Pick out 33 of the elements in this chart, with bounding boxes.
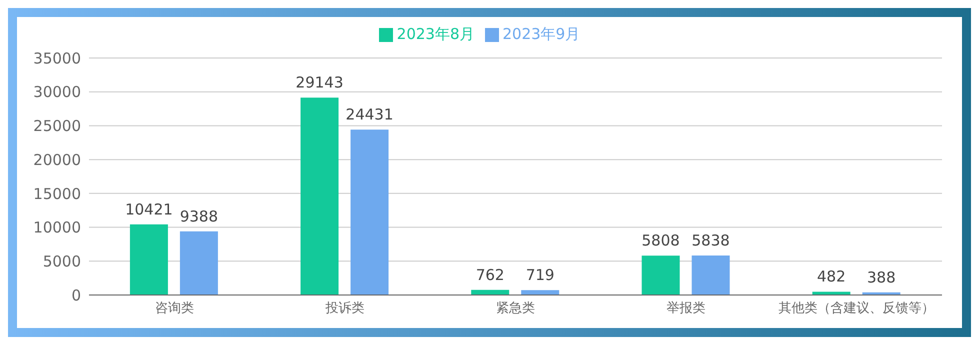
bar <box>130 224 168 295</box>
data-label: 719 <box>526 266 554 284</box>
y-tick-label: 25000 <box>33 117 81 136</box>
legend-label: 2023年8月 <box>396 25 474 43</box>
bar <box>642 256 680 295</box>
data-label: 5808 <box>642 232 680 250</box>
data-label: 482 <box>817 268 846 286</box>
y-tick-label: 0 <box>71 286 81 304</box>
y-tick-label: 10000 <box>33 218 81 237</box>
x-tick-label: 投诉类 <box>324 301 364 316</box>
x-tick-label: 紧急类 <box>496 301 535 316</box>
y-tick-label: 35000 <box>33 49 81 68</box>
data-label: 762 <box>476 266 504 284</box>
data-label: 10421 <box>125 200 173 218</box>
x-tick-label: 咨询类 <box>154 301 194 316</box>
bar <box>521 290 560 295</box>
y-tick-label: 5000 <box>42 252 81 270</box>
data-label: 5838 <box>692 231 730 250</box>
data-label: 29143 <box>296 74 344 92</box>
legend-label: 2023年9月 <box>502 25 580 43</box>
data-label: 388 <box>867 268 896 286</box>
bar <box>812 292 850 295</box>
x-tick-label: 举报类 <box>666 301 706 316</box>
y-tick-label: 20000 <box>33 150 81 169</box>
bar <box>350 130 389 295</box>
data-label: 24431 <box>346 106 394 124</box>
data-label: 9388 <box>180 207 218 226</box>
bar <box>692 255 730 295</box>
bar <box>300 98 339 295</box>
bar <box>180 231 218 295</box>
y-tick-label: 15000 <box>33 184 81 203</box>
y-tick-label: 30000 <box>33 83 81 102</box>
x-tick-label: 其他类（含建议、反馈等） <box>778 301 935 316</box>
